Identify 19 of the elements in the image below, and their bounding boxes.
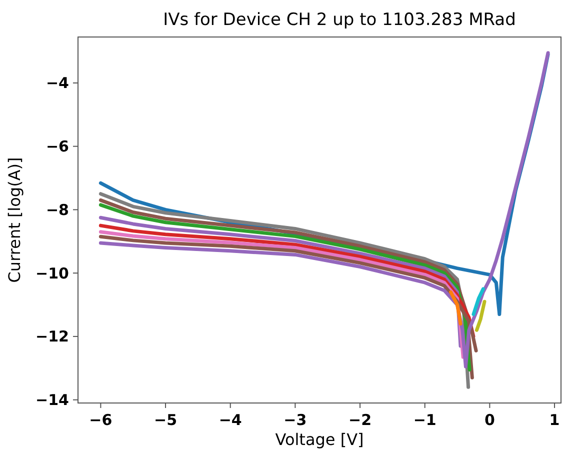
line-series	[98, 51, 550, 368]
line-series	[98, 224, 476, 338]
x-axis-title: Voltage [V]	[275, 430, 364, 449]
x-tick-label: −3	[284, 411, 307, 429]
y-tick-label: −12	[36, 328, 69, 346]
x-tick-label: −2	[348, 411, 372, 429]
chart-title: IVs for Device CH 2 up to 1103.283 MRad	[163, 10, 516, 30]
x-tick-label: −6	[89, 411, 112, 429]
y-tick-label: −10	[36, 264, 69, 282]
y-tick-label: −6	[46, 138, 69, 156]
y-tick-label: −14	[36, 391, 69, 410]
x-tick-label: 1	[549, 411, 560, 429]
x-tick-label: −1	[413, 411, 436, 429]
x-tick-label: −5	[154, 411, 178, 429]
x-tick-label: −4	[218, 411, 242, 429]
y-tick-label: −8	[46, 200, 69, 219]
y-axis-title: Current [log(A)]	[5, 157, 24, 283]
x-tick-label: 0	[484, 411, 495, 429]
y-tick-label: −4	[46, 74, 69, 92]
